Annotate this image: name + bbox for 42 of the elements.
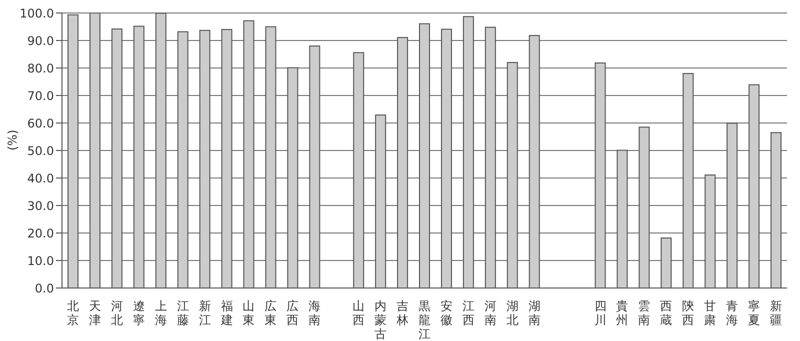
y-tick-label: 80.0 — [27, 61, 54, 76]
y-tick-label: 0.0 — [34, 281, 54, 296]
x-tick-label: 天津 — [88, 299, 101, 327]
y-tick-label: 90.0 — [27, 34, 54, 48]
x-tick-label: 遼寧 — [132, 299, 145, 327]
x-tick-label: 山東 — [242, 299, 255, 327]
x-tick-label: 北京 — [66, 299, 79, 327]
x-tick-label: 西蔵 — [660, 299, 672, 327]
x-tick-label: 四川 — [594, 299, 606, 327]
x-tick-label: 広西 — [286, 299, 299, 327]
y-tick-label: 70.0 — [27, 88, 54, 103]
x-tick-label: 寧夏 — [748, 299, 760, 327]
x-tick-label: 新疆 — [770, 299, 782, 327]
x-tick-label: 甘粛 — [704, 299, 716, 327]
x-tick-label: 陝西 — [682, 299, 694, 327]
x-tick-label: 海南 — [308, 299, 321, 327]
x-tick-label: 江藤 — [176, 299, 189, 327]
x-tick-label: 吉林 — [396, 299, 409, 327]
y-tick-label: 50.0 — [27, 144, 54, 158]
x-tick-label: 広東 — [264, 299, 277, 327]
x-tick-label: 黒龍江 — [418, 299, 430, 341]
x-tick-label: 新江 — [198, 299, 211, 327]
y-tick-label: 40.0 — [27, 171, 54, 186]
x-tick-label: 湖南 — [528, 299, 540, 327]
x-tick-label: 貴州 — [616, 299, 628, 327]
x-tick-label: 安徽 — [440, 299, 452, 327]
y-tick-label: 10.0 — [27, 254, 54, 268]
y-tick-label: 100.0 — [20, 6, 54, 20]
x-tick-label: 河北 — [110, 299, 123, 327]
x-tick-label: 江西 — [462, 299, 474, 327]
x-tick-label: 山西 — [352, 299, 365, 327]
y-axis-title: (%) — [5, 130, 20, 150]
y-tick-label: 60.0 — [27, 116, 54, 130]
y-tick-label: 20.0 — [27, 226, 54, 240]
x-tick-label: 雲南 — [638, 299, 650, 327]
x-tick-label: 青海 — [726, 299, 738, 327]
x-tick-label: 湖北 — [506, 299, 518, 327]
x-tick-label: 福建 — [220, 299, 233, 327]
x-tick-label: 上海 — [154, 299, 167, 327]
x-tick-label: 河南 — [484, 299, 496, 327]
y-tick-label: 30.0 — [27, 198, 54, 213]
x-tick-label: 内蒙古 — [374, 299, 387, 341]
